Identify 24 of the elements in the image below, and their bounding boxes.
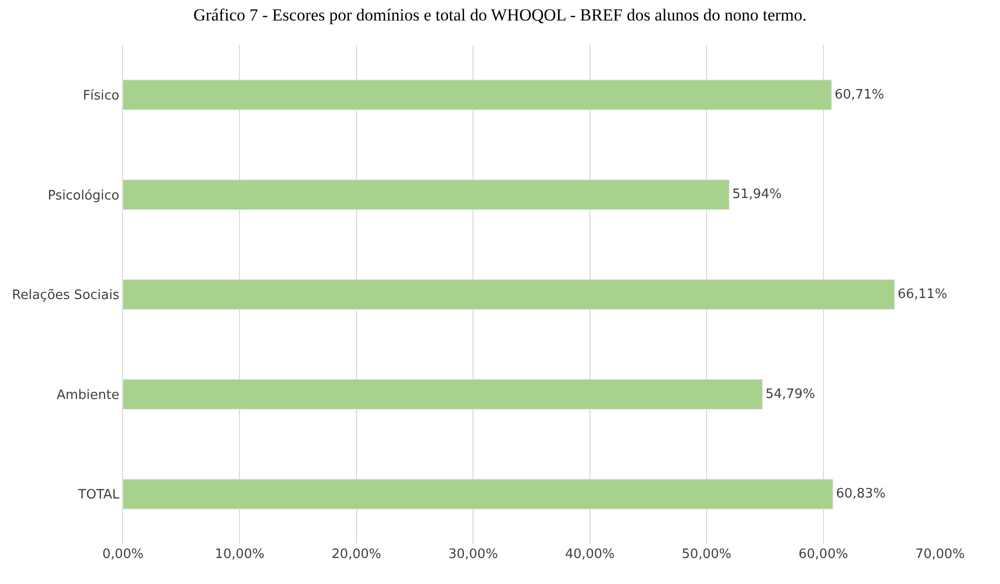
- data-label: 51,94%: [732, 187, 782, 202]
- chart-title: Gráfico 7 - Escores por domínios e total do WHOQOL - BREF dos alunos do nono termo.: [193, 6, 807, 25]
- y-tick-label: TOTAL: [77, 488, 120, 503]
- data-label: 54,79%: [765, 386, 816, 402]
- x-tick-label: 50,00%: [682, 547, 732, 562]
- bar: [123, 379, 763, 410]
- data-label: 60,83%: [836, 486, 886, 502]
- x-tick-label: 20,00%: [332, 547, 382, 562]
- x-tick-label: 0,00%: [102, 547, 144, 562]
- bar: [123, 80, 832, 110]
- data-label: 66,11%: [898, 287, 948, 302]
- y-tick-label: Ambiente: [56, 388, 120, 403]
- x-tick-label: 10,00%: [214, 547, 264, 562]
- x-tick-label: 40,00%: [565, 547, 615, 562]
- bar: [123, 478, 834, 510]
- y-tick-label: Físico: [82, 88, 120, 104]
- bar: [123, 279, 895, 310]
- x-tick-label: 60,00%: [798, 547, 848, 562]
- y-tick-label: Psicológico: [48, 188, 120, 204]
- x-tick-label: 70,00%: [915, 547, 965, 562]
- y-tick-label: Relações Sociais: [12, 288, 120, 304]
- bar: [123, 179, 730, 210]
- x-tick-label: 30,00%: [448, 547, 498, 562]
- data-label: 60,71%: [834, 87, 884, 102]
